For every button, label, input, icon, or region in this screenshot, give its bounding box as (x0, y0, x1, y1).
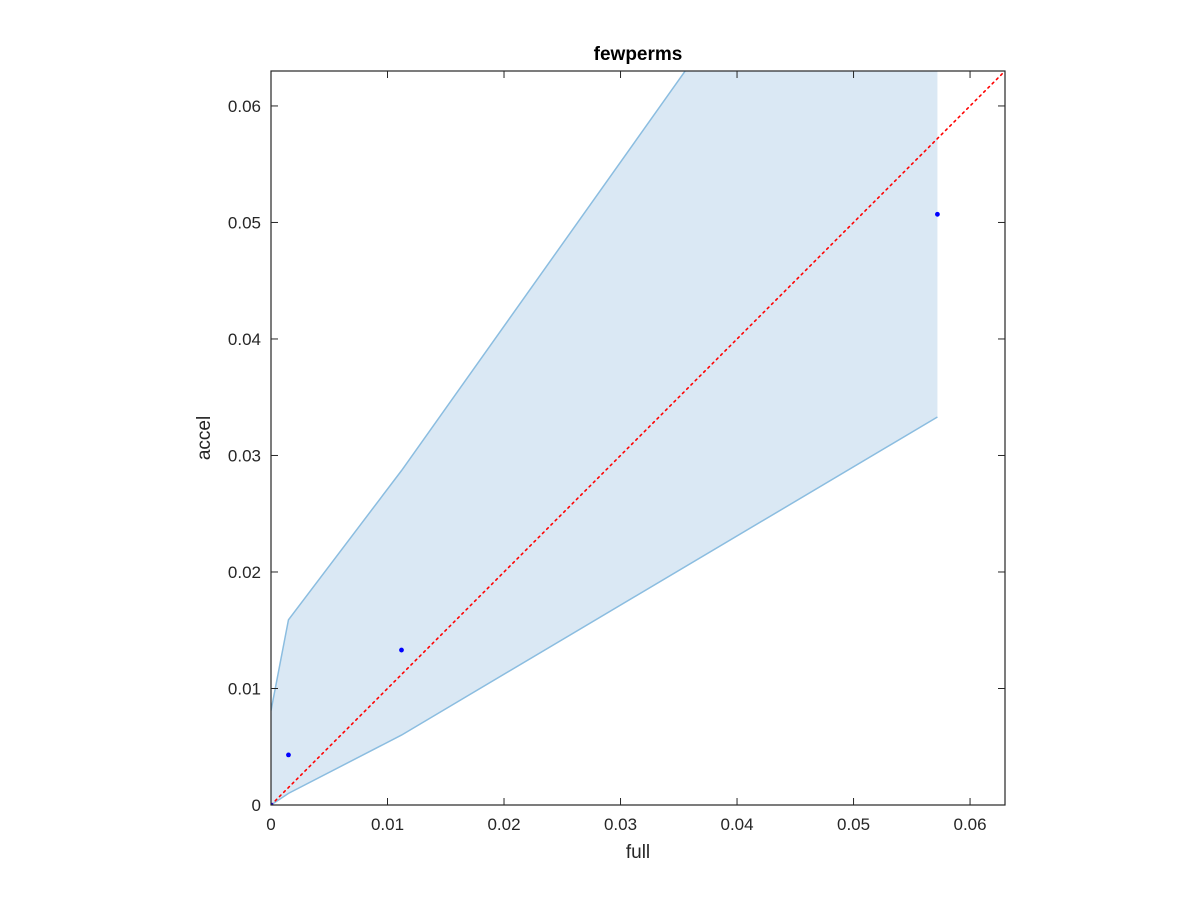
y-axis-label: accel (194, 416, 215, 460)
y-tick-label: 0.03 (228, 446, 261, 465)
x-tick-label: 0.04 (720, 815, 753, 834)
data-point (399, 647, 404, 653)
y-tick-label: 0.05 (228, 213, 261, 232)
x-tick-label: 0.05 (837, 815, 870, 834)
x-tick-label: 0 (266, 815, 275, 834)
data-point (286, 752, 291, 758)
y-tick-label: 0.04 (228, 330, 261, 349)
plot-frame (270, 70, 1006, 806)
x-tick-label: 0.02 (487, 815, 520, 834)
reference-line (271, 71, 1005, 805)
confidence-band (271, 71, 938, 805)
band-upper-edge (271, 71, 687, 711)
y-tick-label: 0.01 (228, 679, 261, 698)
x-tick-label: 0.03 (604, 815, 637, 834)
x-tick-label: 0.06 (954, 815, 987, 834)
band-lower-edge (271, 416, 938, 805)
x-axis-label: full (626, 842, 650, 863)
chart-title: fewperms (594, 44, 683, 65)
y-tick-label: 0 (252, 796, 261, 815)
y-tick-label: 0.06 (228, 97, 261, 116)
x-tick-label: 0.01 (371, 815, 404, 834)
data-point (935, 211, 940, 217)
y-tick-label: 0.02 (228, 563, 261, 582)
